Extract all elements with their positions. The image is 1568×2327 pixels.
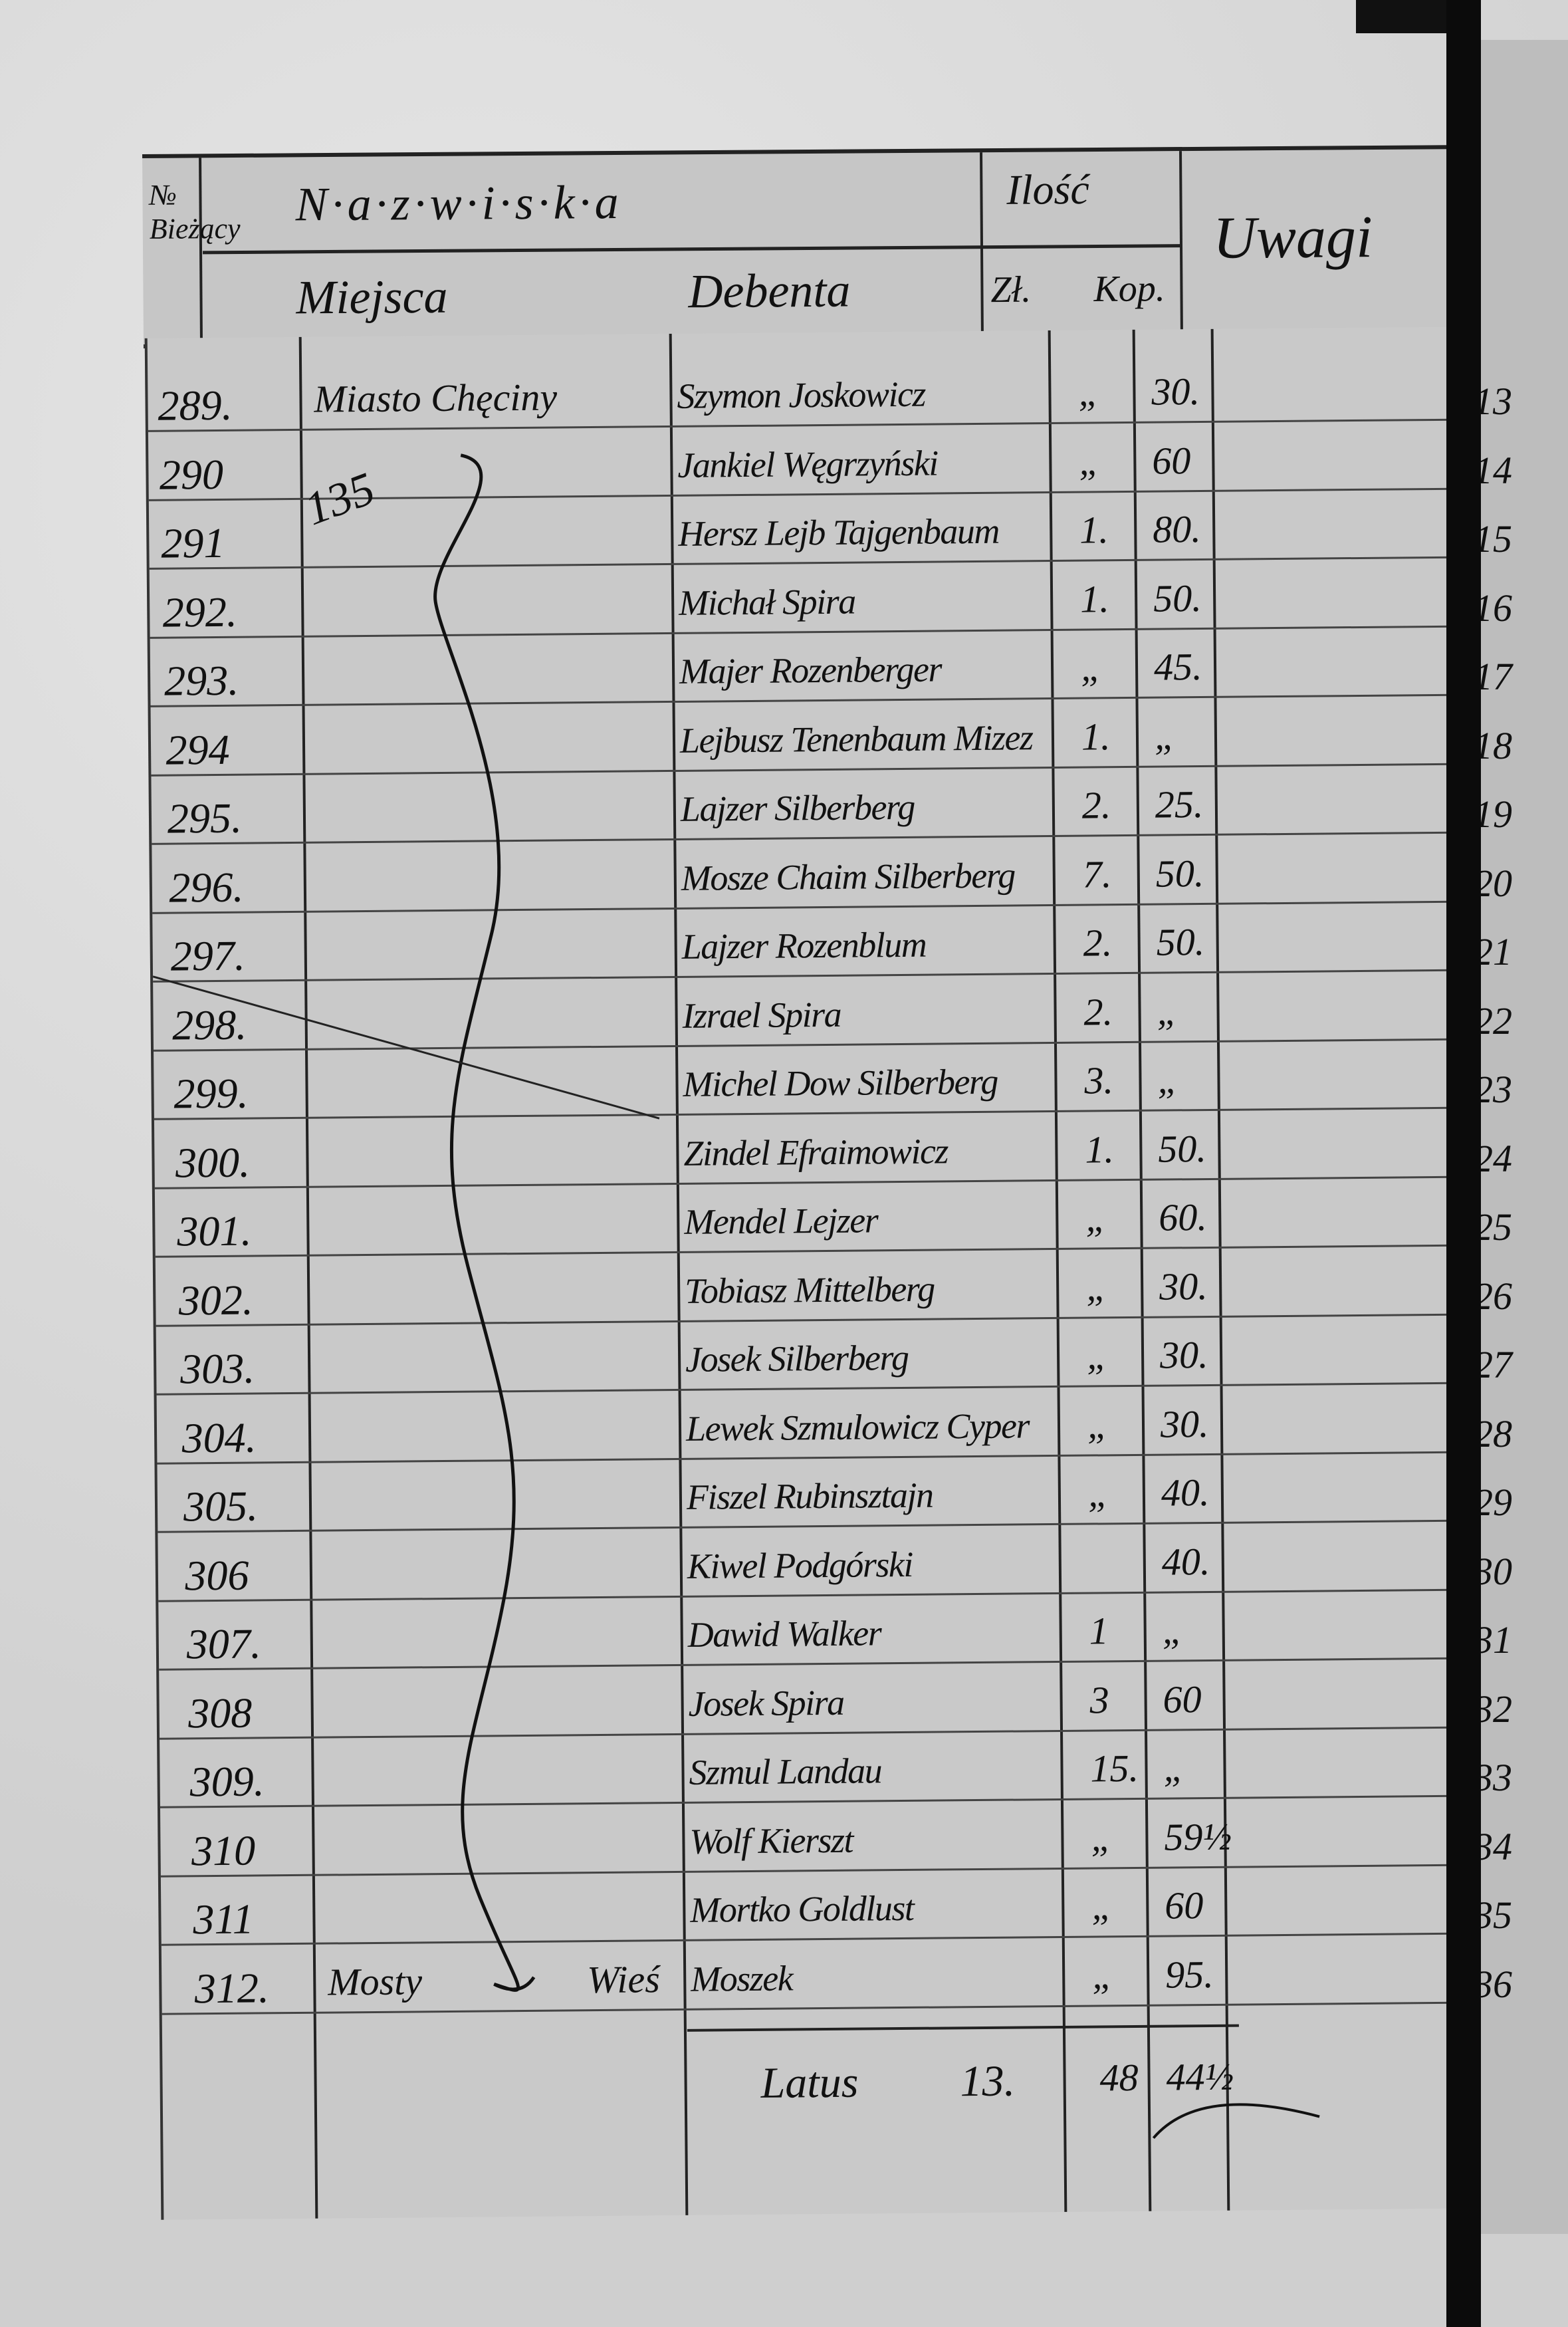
adjacent-entry-number: 317 (1481, 655, 1512, 698)
ledger-page: 289. Miasto Chęciny Szymon Joskowicz „ 3… (144, 326, 1507, 2220)
adjacent-entry-number: 332 (1481, 1687, 1512, 1731)
adjacent-entry-number: 327 (1481, 1343, 1512, 1386)
adjacent-entry-number: 313 (1481, 380, 1512, 423)
adjacent-entry-number: 330 (1481, 1549, 1512, 1593)
adjacent-entry-number: 316 (1481, 586, 1512, 630)
remarks-header: Uwagi (1212, 204, 1373, 271)
adjacent-entry-number: 326 (1481, 1274, 1512, 1318)
quantity-header: Ilość (1006, 166, 1090, 213)
adjacent-entry-number: 323 (1481, 1068, 1512, 1111)
table-header: № Bieżący N·a·z·w·i·s·k·a Ilość Uwagi Mi… (142, 145, 1473, 348)
adjacent-entry-number: 329 (1481, 1481, 1512, 1524)
scan-edge (1356, 0, 1456, 33)
adjacent-entry-number: 314 (1481, 448, 1512, 492)
adjacent-entry-number: 321 (1481, 930, 1512, 973)
adjacent-entry-number: 320 (1481, 861, 1512, 905)
adjacent-entry-number: 328 (1481, 1411, 1512, 1455)
ditto-wavy-line (152, 453, 1320, 2140)
adjacent-entry-number: 331 (1481, 1618, 1512, 1661)
kop-header: Kop. (1093, 268, 1166, 310)
adjacent-entry-number: 315 (1481, 517, 1512, 560)
adjacent-entry-number: 336 (1481, 1962, 1512, 2006)
adjacent-entry-number: 333 (1481, 1756, 1512, 1799)
surname-header: N·a·z·w·i·s·k·a (295, 175, 623, 231)
debtor-header: Debenta (688, 263, 851, 318)
adjacent-page: 313 314 315 316 317 318 319 320 321 322 323 324 325 3… (1481, 40, 1568, 2234)
divider (203, 244, 1180, 255)
adjacent-entry-number: 325 (1481, 1205, 1512, 1249)
zloty-header: Zł. (990, 269, 1032, 311)
adjacent-entry-number: 334 (1481, 1824, 1512, 1868)
adjacent-entry-number: 324 (1481, 1136, 1512, 1180)
number-header: № Bieżący (149, 178, 241, 245)
adjacent-entry-number: 319 (1481, 793, 1512, 836)
place-header: Miejsca (296, 269, 448, 324)
adjacent-entry-number: 322 (1481, 999, 1512, 1042)
adjacent-entry-number: 318 (1481, 723, 1512, 767)
binding-edge (1446, 0, 1481, 2327)
adjacent-entry-number: 335 (1481, 1894, 1512, 1937)
